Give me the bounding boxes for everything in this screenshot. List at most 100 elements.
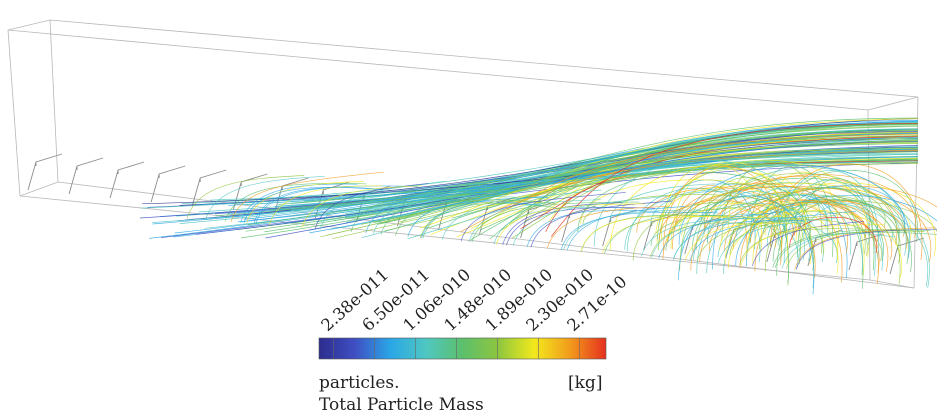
- legend-variable-line2: Total Particle Mass: [319, 395, 484, 415]
- baffle: [68, 157, 104, 195]
- streamline: [253, 187, 384, 224]
- streamline: [480, 156, 919, 231]
- streamline: [240, 183, 358, 223]
- streamline: [420, 201, 556, 238]
- baffle: [27, 153, 63, 191]
- streamline: [460, 192, 626, 242]
- legend-tick-marks: [333, 338, 580, 359]
- streamline: [695, 172, 901, 264]
- streamline: [255, 185, 419, 225]
- baffle: [150, 165, 186, 203]
- streamline: [470, 122, 919, 241]
- streamline: [580, 215, 738, 252]
- streamline: [750, 202, 867, 239]
- streamline: [689, 210, 857, 261]
- streamline: [268, 185, 383, 226]
- streamline: [650, 214, 781, 251]
- streamline: [739, 228, 897, 265]
- box-edge: [7, 29, 869, 111]
- streamline: [373, 196, 518, 234]
- streamline: [717, 218, 836, 264]
- streamline: [727, 173, 806, 238]
- streamline: [703, 177, 787, 238]
- legend-tick-labels: 2.38e-0116.50e-0111.06e-0101.48e-0101.89…: [317, 265, 630, 335]
- streamline: [496, 203, 646, 245]
- streamline: [763, 187, 886, 228]
- streamline: [774, 231, 937, 268]
- streamline: [320, 125, 919, 238]
- streamline: [425, 159, 919, 230]
- streamline: [693, 213, 799, 268]
- color-legend: 2.38e-0116.50e-0111.06e-0101.48e-0101.89…: [317, 265, 630, 415]
- streamline: [407, 201, 543, 237]
- streamline: [740, 224, 885, 266]
- streamline: [640, 217, 790, 257]
- streamline: [506, 133, 919, 210]
- streamline: [735, 195, 937, 266]
- streamline: [746, 201, 839, 261]
- streamline: [658, 212, 777, 259]
- legend-unit: [kg]: [568, 373, 602, 393]
- streamline: [546, 206, 668, 249]
- box-edge: [49, 19, 59, 183]
- streamline: [243, 186, 384, 223]
- legend-variable-line1: particles.: [319, 373, 400, 393]
- streamline: [422, 203, 557, 239]
- streamline: [380, 188, 525, 235]
- streamline: [560, 211, 719, 250]
- streamline: [468, 199, 601, 243]
- streamline: [795, 228, 937, 270]
- streamline: [240, 128, 919, 239]
- streamline: [186, 175, 305, 219]
- box-edge: [7, 19, 51, 31]
- streamline: [649, 222, 777, 258]
- streamline: [205, 175, 325, 220]
- streamline: [337, 161, 919, 213]
- streamline: [471, 201, 640, 243]
- streamline: [685, 222, 799, 261]
- streamline: [786, 230, 925, 269]
- streamline: [540, 140, 919, 217]
- streamline: [666, 208, 783, 251]
- streamline: [395, 199, 542, 236]
- streamline: [602, 216, 765, 254]
- streamline: [215, 130, 919, 217]
- streamline: [224, 183, 367, 222]
- streamline: [230, 171, 384, 222]
- streamline: [745, 186, 829, 236]
- streamline: [551, 123, 919, 237]
- box-edge: [57, 181, 915, 289]
- streamline: [766, 200, 852, 255]
- streamline: [781, 233, 895, 269]
- streamline: [506, 207, 656, 246]
- streamline: [512, 195, 668, 246]
- baffle: [191, 169, 227, 207]
- streamline: [696, 215, 837, 262]
- baffle: [109, 161, 145, 199]
- streamline: [246, 181, 364, 224]
- streamline: [672, 185, 748, 261]
- streamline: [247, 124, 919, 226]
- streamline: [604, 205, 751, 254]
- streamline: [752, 221, 865, 267]
- box-edge: [867, 96, 919, 111]
- streamline: [314, 183, 429, 230]
- box-edge: [19, 181, 59, 197]
- streamline: [492, 150, 919, 213]
- streamline: [301, 185, 422, 228]
- box-edge: [49, 19, 919, 98]
- streamline: [421, 197, 549, 239]
- streamline: [772, 229, 931, 268]
- streamline: [141, 146, 919, 209]
- streamline: [530, 200, 673, 248]
- streamline: [794, 227, 936, 270]
- particle-streamlines: [139, 117, 937, 295]
- streamline: [681, 202, 803, 243]
- box-edge: [7, 29, 21, 197]
- streamline: [350, 197, 475, 233]
- color-bar: [318, 337, 607, 360]
- streamline: [651, 217, 798, 258]
- streamline: [489, 125, 919, 240]
- streamline: [441, 189, 602, 240]
